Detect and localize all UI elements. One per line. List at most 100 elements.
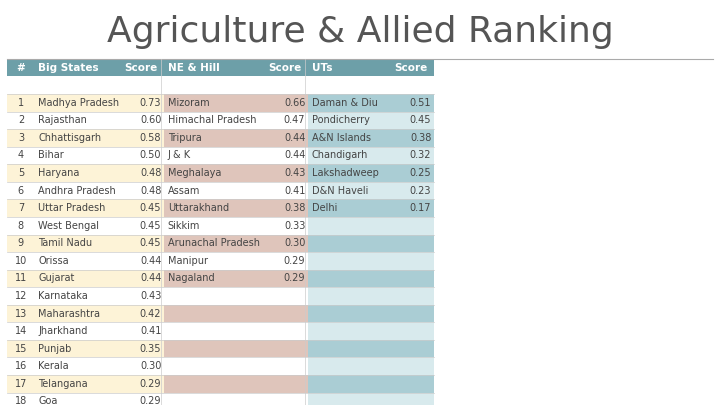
Bar — [308, 252, 434, 270]
Text: 10: 10 — [14, 256, 27, 266]
Text: Score: Score — [394, 63, 428, 72]
Bar — [308, 322, 434, 340]
Text: 0.44: 0.44 — [284, 150, 305, 160]
Bar — [308, 305, 434, 322]
Text: Lakshadweep: Lakshadweep — [312, 168, 379, 178]
Text: Madhya Pradesh: Madhya Pradesh — [38, 98, 120, 108]
Text: Tamil Nadu: Tamil Nadu — [38, 238, 92, 248]
Text: Big States: Big States — [38, 63, 99, 72]
Text: 0.32: 0.32 — [410, 150, 431, 160]
Text: 0.50: 0.50 — [140, 150, 161, 160]
Text: 0.30: 0.30 — [140, 361, 161, 371]
Bar — [7, 234, 164, 252]
Bar — [164, 287, 308, 305]
Text: Delhi: Delhi — [312, 203, 337, 213]
Bar — [164, 129, 308, 147]
Bar — [308, 129, 434, 147]
Text: 0.33: 0.33 — [284, 221, 305, 231]
Text: 0.29: 0.29 — [284, 273, 305, 283]
Text: Punjab: Punjab — [38, 344, 71, 354]
Text: UTs: UTs — [312, 63, 332, 72]
Bar — [308, 234, 434, 252]
Bar — [164, 111, 308, 129]
Text: 1: 1 — [18, 98, 24, 108]
Text: 0.45: 0.45 — [140, 203, 161, 213]
Bar — [164, 199, 308, 217]
Bar — [164, 182, 308, 199]
Bar — [7, 182, 164, 199]
Text: A&N Islands: A&N Islands — [312, 133, 371, 143]
Text: Agriculture & Allied Ranking: Agriculture & Allied Ranking — [107, 15, 613, 49]
Text: 15: 15 — [14, 344, 27, 354]
Text: Score: Score — [268, 63, 302, 72]
Text: Himachal Pradesh: Himachal Pradesh — [168, 115, 256, 125]
Text: 0.25: 0.25 — [410, 168, 431, 178]
Bar — [164, 270, 308, 287]
Text: Uttar Pradesh: Uttar Pradesh — [38, 203, 106, 213]
Text: Jharkhand: Jharkhand — [38, 326, 88, 336]
Bar — [164, 340, 308, 358]
Text: 12: 12 — [14, 291, 27, 301]
Bar — [7, 322, 164, 340]
Bar — [164, 392, 308, 405]
Text: Goa: Goa — [38, 396, 58, 405]
Text: 0.60: 0.60 — [140, 115, 161, 125]
Text: 13: 13 — [14, 309, 27, 319]
Text: NE & Hill: NE & Hill — [168, 63, 220, 72]
Text: 5: 5 — [18, 168, 24, 178]
Bar — [308, 94, 434, 111]
Text: 2: 2 — [18, 115, 24, 125]
Text: 0.30: 0.30 — [284, 238, 305, 248]
Text: 9: 9 — [18, 238, 24, 248]
Text: 0.45: 0.45 — [140, 238, 161, 248]
Text: #: # — [17, 63, 25, 72]
Text: 11: 11 — [14, 273, 27, 283]
Text: 0.43: 0.43 — [140, 291, 161, 301]
Text: 7: 7 — [18, 203, 24, 213]
Bar — [308, 358, 434, 375]
Bar — [7, 358, 164, 375]
Bar — [7, 164, 164, 182]
Bar — [7, 217, 164, 234]
Bar — [7, 287, 164, 305]
Bar — [7, 147, 164, 164]
Bar — [7, 252, 164, 270]
Text: Telangana: Telangana — [38, 379, 88, 389]
Text: Score: Score — [124, 63, 158, 72]
Text: Bihar: Bihar — [38, 150, 64, 160]
Text: 0.48: 0.48 — [140, 168, 161, 178]
Bar — [308, 340, 434, 358]
Text: 0.44: 0.44 — [140, 256, 161, 266]
Text: 14: 14 — [14, 326, 27, 336]
Text: 0.29: 0.29 — [140, 379, 161, 389]
Bar — [164, 147, 308, 164]
Text: 0.51: 0.51 — [410, 98, 431, 108]
Text: Orissa: Orissa — [38, 256, 69, 266]
Bar — [164, 234, 308, 252]
Text: Rajasthan: Rajasthan — [38, 115, 87, 125]
Text: Meghalaya: Meghalaya — [168, 168, 221, 178]
Text: 0.38: 0.38 — [284, 203, 305, 213]
Text: 0.17: 0.17 — [410, 203, 431, 213]
Bar — [7, 59, 164, 77]
Bar — [7, 199, 164, 217]
Text: 0.38: 0.38 — [410, 133, 431, 143]
Text: 0.73: 0.73 — [140, 98, 161, 108]
Bar — [308, 59, 434, 77]
Text: Gujarat: Gujarat — [38, 273, 75, 283]
Bar — [7, 270, 164, 287]
Bar — [164, 59, 308, 77]
Bar — [308, 111, 434, 129]
Bar — [7, 340, 164, 358]
Text: Uttarakhand: Uttarakhand — [168, 203, 229, 213]
Bar — [164, 94, 308, 111]
Text: Chandigarh: Chandigarh — [312, 150, 368, 160]
Text: 0.29: 0.29 — [140, 396, 161, 405]
Text: 6: 6 — [18, 185, 24, 196]
Bar — [308, 392, 434, 405]
Text: 17: 17 — [14, 379, 27, 389]
Text: 8: 8 — [18, 221, 24, 231]
Text: Daman & Diu: Daman & Diu — [312, 98, 377, 108]
Text: 0.23: 0.23 — [410, 185, 431, 196]
Text: 0.41: 0.41 — [284, 185, 305, 196]
